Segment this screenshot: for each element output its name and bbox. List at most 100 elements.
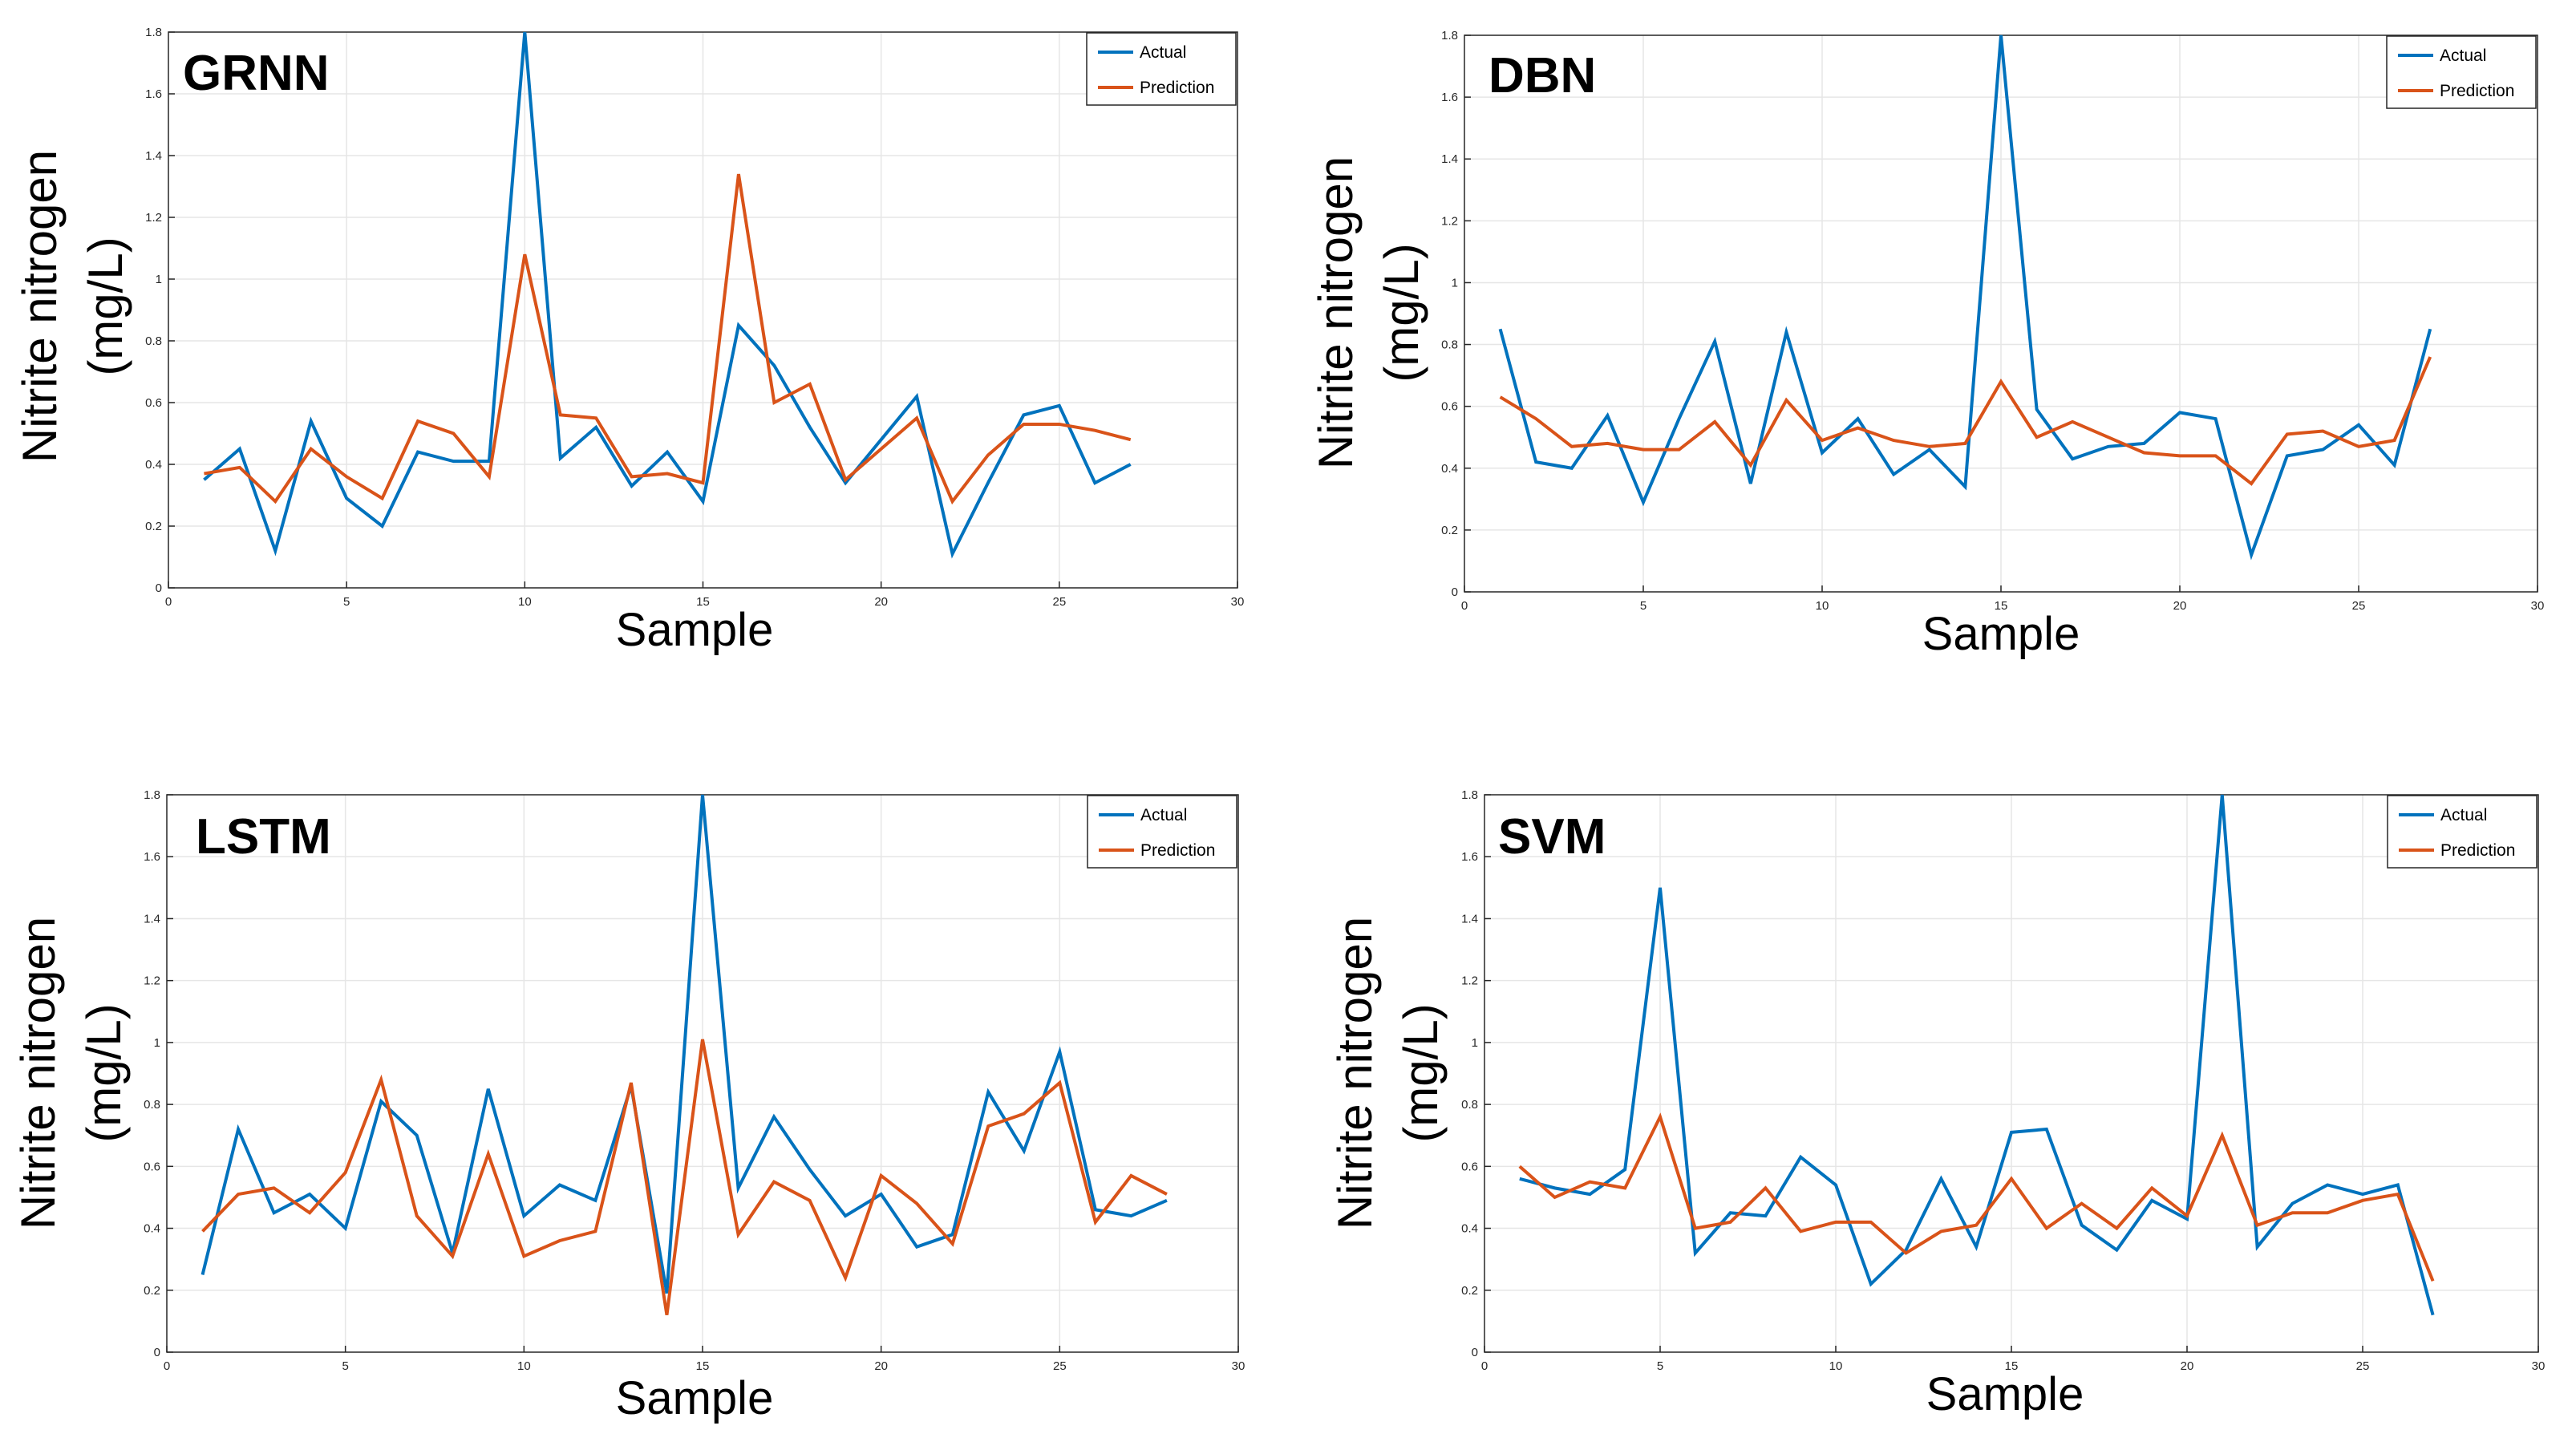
x-tick-label: 10 xyxy=(1829,1359,1843,1373)
legend-label: Prediction xyxy=(1140,841,1215,860)
legend-label: Prediction xyxy=(1140,79,1214,97)
x-tick-label: 30 xyxy=(1231,595,1245,609)
y-tick-label: 0.4 xyxy=(1441,462,1458,476)
legend-label: Actual xyxy=(2440,806,2487,824)
x-tick-label: 20 xyxy=(2181,1359,2194,1373)
y-tick-label: 1.6 xyxy=(1441,91,1458,104)
x-tick-label: 0 xyxy=(164,1359,170,1373)
y-tick-label: 0.8 xyxy=(1441,338,1458,352)
x-tick-label: 20 xyxy=(2173,599,2187,613)
y-tick-label: 1.2 xyxy=(1461,974,1478,988)
actual-line xyxy=(1498,34,2432,561)
x-tick-label: 15 xyxy=(2005,1359,2019,1373)
x-tick-label: 20 xyxy=(874,595,888,609)
legend: Actual Prediction xyxy=(2386,35,2537,109)
x-tick-label: 25 xyxy=(1052,595,1066,609)
legend-label: Actual xyxy=(2440,47,2486,65)
y-tick-label: 0.8 xyxy=(144,1098,160,1112)
legend: Actual Prediction xyxy=(1086,32,1237,106)
y-tick-label: 0.2 xyxy=(1461,1284,1478,1298)
panel-title: LSTM xyxy=(196,809,331,865)
legend-box xyxy=(1086,32,1237,106)
panel-title: GRNN xyxy=(183,46,330,101)
y-tick-label: 0.6 xyxy=(1441,400,1458,414)
y-tick-label: 1 xyxy=(154,1036,160,1050)
y-tick-label: 0.2 xyxy=(144,1284,160,1298)
y-tick-label: 1.4 xyxy=(145,149,162,163)
panel-lstm: 0 5 10 15 20 25 30 0 0.2 0.4 0.6 0.8 1 1.2 1.4 1.6 1.8 LS… xyxy=(11,788,1245,1424)
y-axis-unit-label: (mg/L) xyxy=(1375,243,1428,382)
y-tick-label: 1.4 xyxy=(1441,152,1458,166)
y-tick-label: 0.6 xyxy=(145,396,162,410)
y-tick-label: 0.6 xyxy=(144,1160,160,1173)
y-tick-label: 0.8 xyxy=(1461,1098,1478,1112)
legend-label: Prediction xyxy=(2440,841,2515,860)
x-tick-label: 20 xyxy=(874,1359,888,1373)
y-axis-label: Nitrite nitrogen xyxy=(13,150,67,463)
legend-label: Prediction xyxy=(2440,82,2514,100)
y-tick-label: 1.8 xyxy=(1461,788,1478,802)
x-tick-label: 0 xyxy=(1481,1359,1488,1373)
y-tick-label: 0.4 xyxy=(145,458,162,472)
y-axis-unit-label: (mg/L) xyxy=(1394,1003,1448,1142)
x-tick-label: 5 xyxy=(342,1359,348,1373)
x-axis-label: Sample xyxy=(616,1372,774,1424)
y-tick-label: 1.6 xyxy=(144,850,160,864)
legend-box xyxy=(1087,795,1237,869)
y-tick-label: 0 xyxy=(154,1346,160,1359)
panel-title: DBN xyxy=(1488,48,1596,103)
legend-box xyxy=(2386,35,2537,109)
y-tick-label: 1.8 xyxy=(144,788,160,802)
y-tick-label: 1.6 xyxy=(1461,850,1478,864)
y-tick-label: 1.6 xyxy=(145,87,162,101)
x-tick-label: 5 xyxy=(343,595,350,609)
x-tick-label: 15 xyxy=(1995,599,2008,613)
y-tick-label: 0.2 xyxy=(1441,524,1458,537)
x-tick-label: 30 xyxy=(2531,599,2545,613)
legend-label: Actual xyxy=(1140,806,1187,824)
panel-svm: 0 5 10 15 20 25 30 0 0.2 0.4 0.6 0.8 1 1.2 1.4 1.6 1.8 SV… xyxy=(1328,788,2545,1420)
x-tick-label: 15 xyxy=(696,1359,710,1373)
x-tick-label: 25 xyxy=(2356,1359,2370,1373)
prediction-line xyxy=(1499,356,2432,486)
y-tick-label: 0 xyxy=(1472,1346,1478,1359)
x-tick-label: 30 xyxy=(2532,1359,2546,1373)
panel-title: SVM xyxy=(1498,809,1606,865)
x-tick-label: 15 xyxy=(696,595,710,609)
y-tick-label: 0.2 xyxy=(145,520,162,533)
y-axis-label: Nitrite nitrogen xyxy=(1309,156,1363,469)
x-tick-label: 10 xyxy=(517,1359,531,1373)
y-axis-label: Nitrite nitrogen xyxy=(11,917,65,1229)
x-tick-label: 5 xyxy=(1640,599,1646,613)
x-tick-label: 10 xyxy=(518,595,532,609)
x-tick-label: 25 xyxy=(1053,1359,1067,1373)
y-tick-label: 1.2 xyxy=(1441,214,1458,228)
x-tick-label: 25 xyxy=(2352,599,2366,613)
y-tick-label: 1 xyxy=(1472,1036,1478,1050)
prediction-line xyxy=(204,173,1132,505)
x-tick-label: 10 xyxy=(1816,599,1829,613)
y-tick-label: 0.6 xyxy=(1461,1160,1478,1173)
legend: Actual Prediction xyxy=(1087,795,1237,869)
x-tick-label: 0 xyxy=(1461,599,1468,613)
legend-box xyxy=(2387,795,2538,869)
y-axis-unit-label: (mg/L) xyxy=(77,1003,131,1142)
y-tick-label: 1.8 xyxy=(1441,29,1458,43)
panel-grnn: 0 5 10 15 20 25 30 0 0.2 0.4 0.6 0.8 1 1.2 1.4 1.6 1.8 GR… xyxy=(13,26,1244,656)
y-tick-label: 1.4 xyxy=(144,912,160,925)
y-tick-label: 0.4 xyxy=(1461,1222,1478,1236)
legend: Actual Prediction xyxy=(2387,795,2538,869)
y-tick-label: 1.2 xyxy=(145,211,162,225)
y-tick-label: 1 xyxy=(1452,276,1458,290)
y-tick-label: 0 xyxy=(156,581,162,595)
y-tick-label: 1.4 xyxy=(1461,912,1478,925)
legend-label: Actual xyxy=(1140,43,1186,62)
x-axis-label: Sample xyxy=(616,604,774,656)
y-tick-label: 0.4 xyxy=(144,1222,160,1236)
x-tick-label: 5 xyxy=(1657,1359,1663,1373)
actual-line xyxy=(203,31,1132,559)
y-axis-unit-label: (mg/L) xyxy=(79,237,132,375)
y-tick-label: 0 xyxy=(1452,585,1458,599)
x-tick-label: 0 xyxy=(165,595,172,609)
